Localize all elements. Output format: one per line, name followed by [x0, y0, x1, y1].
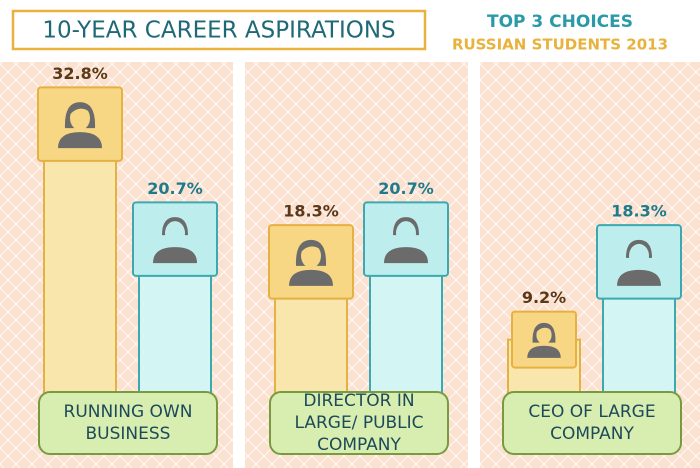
title-box	[11, 9, 427, 51]
icon	[536, 323, 552, 332]
icon	[536, 325, 552, 345]
value-label: 9.2%	[522, 288, 566, 307]
person-icon	[58, 102, 102, 149]
icon	[70, 106, 90, 131]
icon	[301, 241, 321, 252]
icon	[289, 269, 333, 286]
value-label: 20.7%	[147, 179, 203, 198]
value-label: 20.7%	[378, 179, 434, 198]
person-icon	[153, 217, 197, 264]
icon	[301, 243, 321, 268]
icon	[58, 132, 102, 149]
icon	[153, 247, 197, 264]
icon	[384, 247, 428, 264]
subtitle: RUSSIAN STUDENTS 2013	[452, 36, 668, 54]
person-icon	[527, 322, 561, 358]
bar	[43, 123, 117, 401]
chart-title: 10-YEAR CAREER ASPIRATIONS	[42, 18, 395, 44]
subtitle: TOP 3 CHOICES	[487, 12, 633, 32]
category-label: RUNNING OWN BUSINESS	[38, 391, 218, 455]
category-label: DIRECTOR IN LARGE/ PUBLIC COMPANY	[269, 391, 449, 455]
icon	[70, 103, 90, 115]
person-icon	[289, 239, 333, 286]
icon	[617, 269, 661, 286]
value-label: 32.8%	[52, 64, 108, 83]
icon	[396, 221, 416, 246]
icon	[165, 221, 185, 246]
icon	[527, 345, 561, 358]
icon	[629, 243, 649, 268]
category-label: CEO OF LARGE COMPANY	[502, 391, 682, 455]
person-icon	[384, 217, 428, 264]
value-label: 18.3%	[283, 202, 339, 221]
person-icon	[617, 239, 661, 286]
value-label: 18.3%	[611, 202, 667, 221]
